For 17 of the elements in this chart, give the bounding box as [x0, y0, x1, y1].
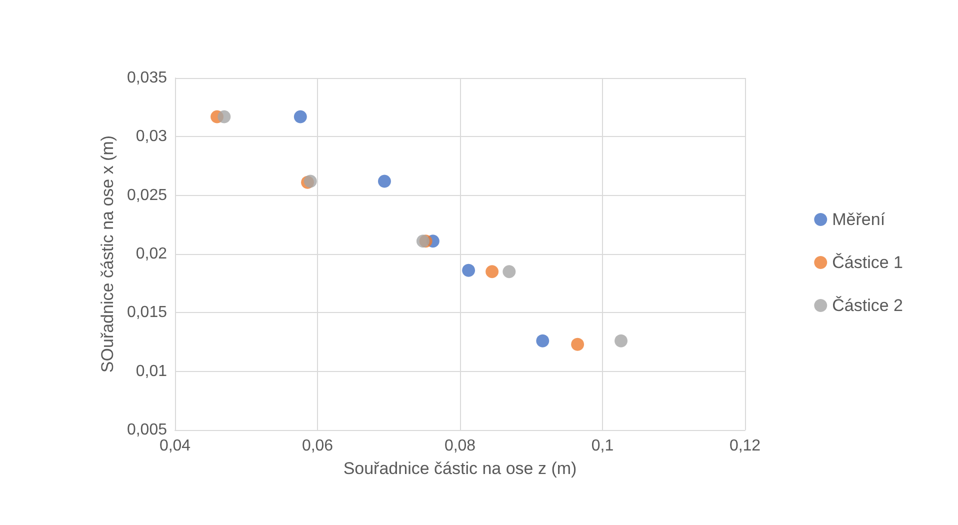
legend-label: Měření: [832, 210, 886, 229]
y-tick-label: 0,015: [126, 304, 168, 322]
x-tick-label: 0,12: [729, 438, 761, 454]
x-tick-label: 0,08: [444, 438, 476, 454]
y-tick-label: 0,03: [136, 128, 168, 146]
x-tick-label: 0,06: [302, 438, 334, 454]
y-tick-label: 0,005: [126, 422, 168, 438]
y-tick-label: 0,01: [136, 362, 168, 380]
legend-label: Částice 2: [832, 296, 904, 315]
y-axis-title: SOuřadnice částic na ose x (m): [98, 135, 118, 373]
x-tick-label: 0,1: [591, 438, 614, 454]
legend-label: Částice 1: [832, 253, 904, 272]
x-tick-label: 0,04: [159, 438, 191, 454]
y-tick-label: 0,035: [126, 70, 168, 86]
x-axis-title: Souřadnice částic na ose z (m): [343, 459, 577, 478]
y-tick-label: 0,02: [136, 246, 168, 262]
y-tick-label: 0,025: [126, 186, 168, 204]
